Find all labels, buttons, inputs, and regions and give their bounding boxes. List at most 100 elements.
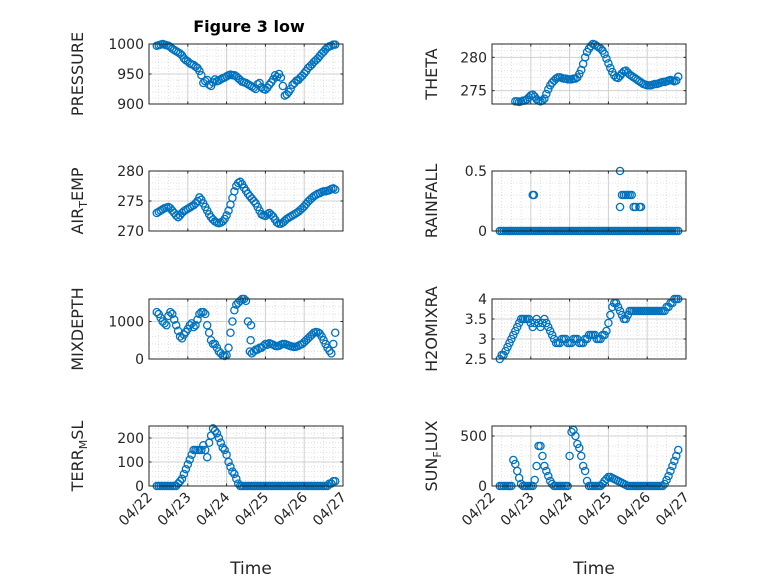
data-point <box>212 428 222 438</box>
y-tick-label: 275 <box>460 84 487 100</box>
data-point <box>199 307 208 317</box>
axes-box <box>148 298 344 360</box>
data-point <box>330 476 340 486</box>
data-point <box>169 315 179 324</box>
data-point <box>501 346 510 356</box>
data-point <box>576 65 586 75</box>
data-point <box>160 319 169 328</box>
markers-mixdepth <box>152 294 340 361</box>
axes-box <box>491 170 687 232</box>
data-point <box>282 90 291 99</box>
x-axis-label-right: Time <box>572 559 615 579</box>
data-point <box>299 69 309 78</box>
data-point <box>249 196 259 206</box>
data-point <box>613 302 623 312</box>
y-tick-label: 1000 <box>108 37 144 53</box>
x-tick-label: 04/26 <box>614 489 654 529</box>
data-point <box>509 455 518 465</box>
subplot-rainfall: 0 0.5 RAINFALL <box>422 164 687 240</box>
y-axis-label: RAINFALL <box>422 164 441 239</box>
x-axis-label-left: Time <box>229 559 272 579</box>
data-point <box>286 84 295 94</box>
data-point <box>276 73 286 82</box>
data-point <box>246 335 255 345</box>
data-point <box>536 441 545 451</box>
data-point <box>666 466 675 476</box>
y-tick-label: 950 <box>117 67 144 83</box>
data-point <box>263 340 272 349</box>
data-point <box>327 349 336 358</box>
data-point <box>224 457 233 467</box>
data-point <box>257 209 266 219</box>
data-point <box>272 218 282 227</box>
y-tick-label: 3.5 <box>465 312 487 328</box>
x-tick-label: 04/25 <box>575 490 615 530</box>
data-point <box>233 178 243 188</box>
data-point <box>606 310 615 320</box>
subplot-h2omixra: 2.5 3 3.5 4 H2OMIXRA <box>422 286 687 372</box>
axes-box <box>148 425 344 487</box>
subplot-theta: 275 280 THETA <box>422 39 687 107</box>
data-point <box>230 187 239 196</box>
data-point <box>222 211 231 220</box>
y-tick-label: 500 <box>460 429 487 445</box>
x-tick-label: 04/27 <box>653 490 693 530</box>
data-point <box>201 309 210 319</box>
markers-theta <box>511 39 683 107</box>
data-point <box>672 451 681 461</box>
data-point <box>278 81 288 91</box>
data-point <box>573 439 582 449</box>
data-point <box>224 206 233 215</box>
axes-box <box>491 43 687 105</box>
y-tick-label: 1000 <box>108 315 144 331</box>
data-point <box>235 177 245 187</box>
markers-air-temp <box>152 177 340 229</box>
data-point <box>226 462 235 472</box>
data-point <box>255 78 264 88</box>
data-point <box>181 464 191 474</box>
y-tick-label: 3 <box>478 332 487 348</box>
data-point <box>586 41 596 51</box>
markers-h2omixra <box>495 294 683 364</box>
data-point <box>606 63 615 73</box>
data-point <box>578 461 588 471</box>
data-point <box>668 461 677 471</box>
data-point <box>602 54 611 63</box>
data-point <box>673 72 683 81</box>
data-point <box>672 76 681 85</box>
data-point <box>631 202 640 212</box>
data-point <box>210 426 220 436</box>
data-point <box>602 326 611 336</box>
data-point <box>571 431 580 441</box>
x-tick-label: 04/24 <box>194 489 234 529</box>
data-point <box>232 474 241 484</box>
figure-title: Figure 3 low <box>193 17 305 36</box>
data-point <box>241 296 251 306</box>
data-point <box>168 309 177 319</box>
data-point <box>670 456 679 466</box>
data-point <box>197 445 206 455</box>
data-point <box>511 326 520 336</box>
data-point <box>503 342 512 352</box>
subplot-pressure: 900 950 1000 PRESSURE <box>68 32 344 116</box>
data-point <box>565 451 574 461</box>
data-point <box>512 322 522 332</box>
x-tick-label: 04/27 <box>310 490 350 530</box>
y-axis-label: H2OMIXRA <box>422 286 441 372</box>
y-tick-label: 200 <box>117 431 144 447</box>
y-tick-label: 0 <box>478 479 487 495</box>
x-tick-label: 04/22 <box>116 490 156 530</box>
x-tick-label: 04/26 <box>271 489 311 529</box>
y-tick-label: 0.5 <box>465 164 487 180</box>
data-point <box>542 318 551 328</box>
y-tick-label: 270 <box>117 224 144 240</box>
data-point <box>202 320 212 330</box>
data-point <box>509 330 518 340</box>
data-point <box>542 89 551 99</box>
y-axis-label: AIRTEMP <box>68 167 90 234</box>
data-point <box>600 49 609 59</box>
y-tick-label: 275 <box>117 194 144 210</box>
data-point <box>540 314 549 324</box>
data-point <box>330 40 340 49</box>
